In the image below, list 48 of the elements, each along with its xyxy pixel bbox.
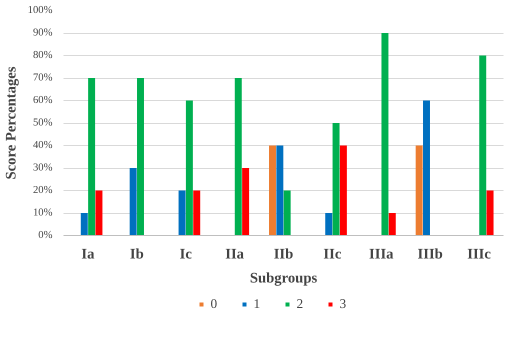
- y-tick-label: 20%: [32, 185, 53, 196]
- bar: [381, 33, 388, 236]
- y-tick-label: 0%: [38, 230, 53, 241]
- bar: [80, 213, 88, 236]
- x-tick-label: Ib: [130, 246, 144, 262]
- y-axis-title: Score Percentages: [4, 66, 20, 180]
- bar: [130, 168, 137, 236]
- y-tick-label: 80%: [32, 50, 53, 61]
- bar: [276, 146, 284, 236]
- bar: [88, 78, 96, 236]
- y-tick-label: 50%: [32, 118, 53, 128]
- x-tick-label: Ia: [81, 246, 96, 262]
- bar: [186, 100, 193, 236]
- bar: [242, 168, 250, 236]
- x-tick-label: IIb: [274, 246, 294, 262]
- bar: [269, 146, 276, 236]
- bar: [193, 190, 200, 236]
- y-tick-label: 10%: [32, 208, 53, 218]
- bar: [137, 78, 144, 236]
- legend-label: 1: [254, 296, 262, 312]
- y-tick-label: 100%: [28, 5, 53, 16]
- bar: [332, 123, 340, 236]
- bar: [178, 190, 186, 236]
- y-tick-label: 90%: [32, 28, 53, 38]
- bar: [284, 190, 291, 236]
- y-tick-label: 30%: [32, 162, 53, 174]
- x-tick-label: IIc: [323, 246, 342, 262]
- y-tick-label: 60%: [32, 95, 53, 106]
- bar: [423, 100, 430, 236]
- x-tick-label: IIa: [225, 246, 245, 262]
- y-tick-label: 70%: [32, 72, 53, 84]
- bar: [325, 213, 332, 236]
- bar: [486, 190, 494, 236]
- legend-label: 2: [296, 296, 304, 312]
- bar: [340, 146, 347, 236]
- x-axis-title: Subgroups: [250, 270, 318, 286]
- x-tick-label: IIIa: [369, 246, 394, 262]
- bar: [416, 146, 423, 236]
- bar: [234, 78, 242, 236]
- bar: [95, 190, 102, 236]
- x-tick-label: IIIb: [418, 246, 443, 262]
- y-tick-label: 40%: [32, 140, 53, 151]
- legend-label: 0: [210, 296, 218, 312]
- legend-label: 3: [340, 296, 348, 312]
- x-tick-label: Ic: [180, 246, 192, 262]
- bar: [388, 213, 396, 236]
- bar: [479, 56, 486, 236]
- x-tick-label: IIIc: [467, 246, 492, 262]
